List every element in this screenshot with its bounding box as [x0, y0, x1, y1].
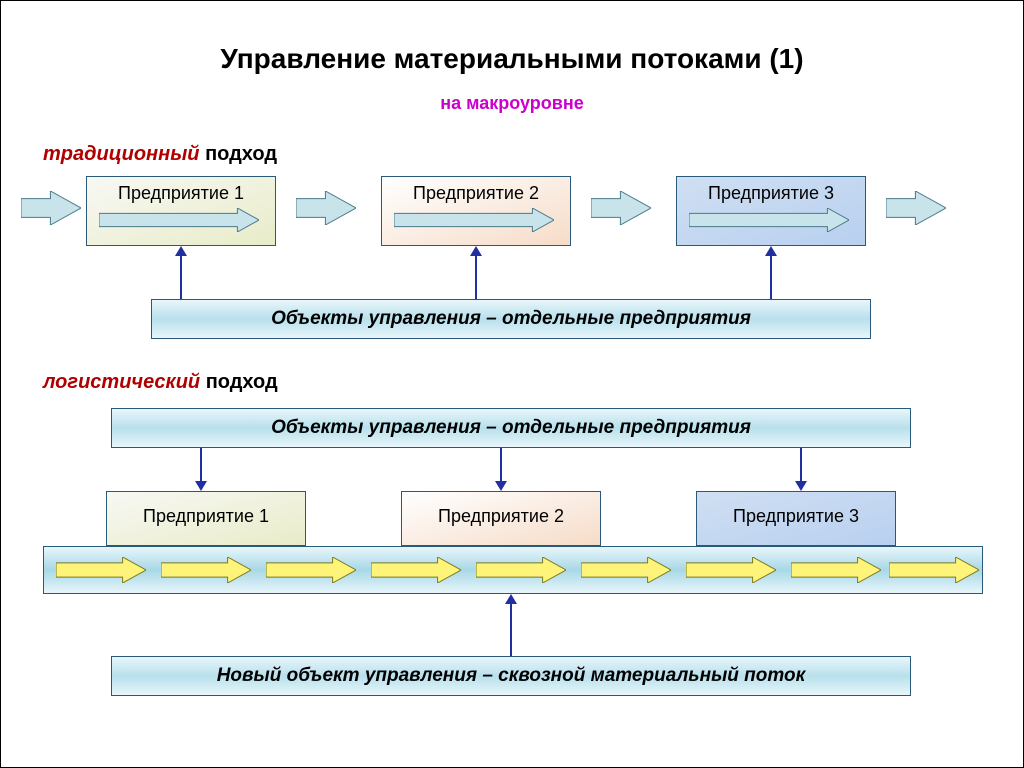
yellow-arrow-3: [266, 557, 356, 588]
approach-traditional-norm: подход: [200, 143, 278, 165]
down-arrow-head-3: [795, 481, 807, 491]
enterprise-box-1b: Предприятие 1: [106, 491, 306, 546]
up-arrow-head-2: [470, 246, 482, 256]
up-arrow-line-2: [475, 256, 477, 299]
up-arrow-line-3: [770, 256, 772, 299]
yellow-arrow-1: [56, 557, 146, 588]
up-arrow-line-flow: [510, 604, 512, 656]
down-arrow-line-3: [800, 448, 802, 481]
flow-arrow-in: [21, 191, 81, 225]
enterprise-3b-label: Предприятие 3: [733, 506, 859, 526]
new-management-object-bar: Новый объект управления – сквозной матер…: [111, 656, 911, 696]
flow-arrow-1-2: [296, 191, 356, 225]
enterprise-3-label: Предприятие 3: [708, 183, 834, 203]
enterprise-2-label: Предприятие 2: [413, 183, 539, 203]
inner-arrow-1: [99, 208, 259, 237]
yellow-arrow-6: [581, 557, 671, 588]
enterprise-box-2: Предприятие 2: [381, 176, 571, 246]
enterprise-1-label: Предприятие 1: [118, 183, 244, 203]
bar2-text: Объекты управления – отдельные предприят…: [271, 417, 751, 439]
yellow-arrow-5: [476, 557, 566, 588]
subtitle-macro: на макроуровне: [1, 93, 1023, 114]
up-arrow-head-1: [175, 246, 187, 256]
down-arrow-line-2: [500, 448, 502, 481]
up-arrow-head-flow: [505, 594, 517, 604]
inner-arrow-2: [394, 208, 554, 237]
yellow-arrow-8: [791, 557, 881, 588]
bar3-text: Новый объект управления – сквозной матер…: [217, 665, 806, 687]
down-arrow-line-1: [200, 448, 202, 481]
inner-arrow-3: [689, 208, 849, 237]
flow-arrow-2-3: [591, 191, 651, 225]
yellow-arrow-9: [889, 557, 979, 588]
enterprise-box-3b: Предприятие 3: [696, 491, 896, 546]
down-arrow-head-2: [495, 481, 507, 491]
approach-logistic-norm: подход: [200, 371, 278, 393]
flow-arrow-out: [886, 191, 946, 225]
enterprise-1b-label: Предприятие 1: [143, 506, 269, 526]
up-arrow-line-1: [180, 256, 182, 299]
page-title: Управление материальными потоками (1): [1, 1, 1023, 75]
enterprise-box-3: Предприятие 3: [676, 176, 866, 246]
down-arrow-head-1: [195, 481, 207, 491]
management-objects-bar-2: Объекты управления – отдельные предприят…: [111, 408, 911, 448]
yellow-arrow-4: [371, 557, 461, 588]
management-objects-bar-1: Объекты управления – отдельные предприят…: [151, 299, 871, 339]
bar1-text: Объекты управления – отдельные предприят…: [271, 308, 751, 330]
approach-logistic-label: логистический подход: [43, 371, 278, 394]
yellow-arrow-7: [686, 557, 776, 588]
approach-traditional-label: традиционный подход: [43, 143, 277, 166]
up-arrow-head-3: [765, 246, 777, 256]
enterprise-box-1: Предприятие 1: [86, 176, 276, 246]
yellow-arrow-2: [161, 557, 251, 588]
approach-traditional-em: традиционный: [43, 143, 200, 165]
approach-logistic-em: логистический: [43, 371, 200, 393]
enterprise-box-2b: Предприятие 2: [401, 491, 601, 546]
enterprise-2b-label: Предприятие 2: [438, 506, 564, 526]
